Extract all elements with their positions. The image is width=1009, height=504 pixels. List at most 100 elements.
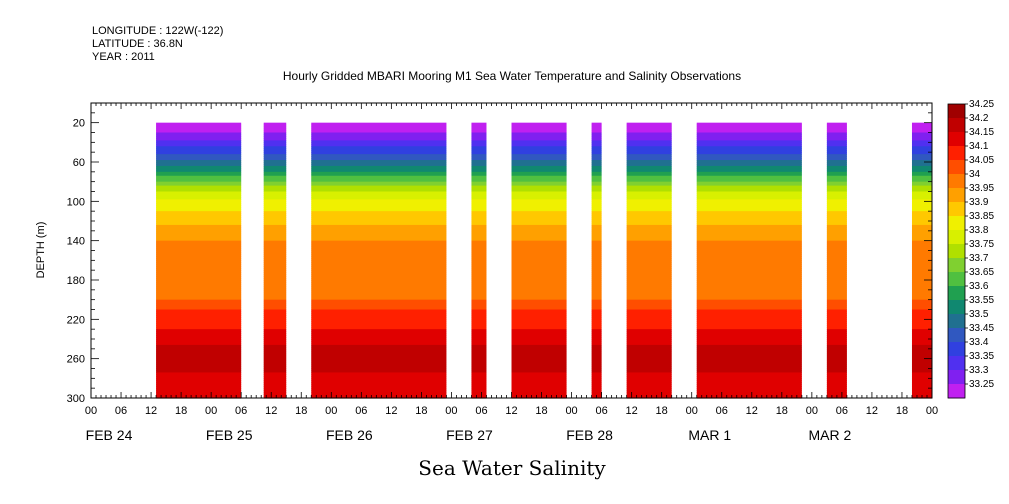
salinity-cell — [696, 374, 802, 377]
salinity-cell — [626, 366, 672, 370]
salinity-cell — [311, 175, 447, 179]
salinity-cell — [311, 392, 447, 395]
salinity-cell — [626, 368, 672, 372]
salinity-cell — [471, 217, 487, 220]
salinity-cell — [626, 160, 672, 163]
salinity-cell — [263, 295, 287, 299]
salinity-cell — [591, 276, 602, 279]
salinity-cell — [156, 311, 242, 315]
salinity-cell — [696, 205, 802, 208]
colorbar-label: 34.1 — [969, 141, 989, 152]
salinity-cell — [591, 199, 602, 202]
salinity-cell — [263, 222, 287, 226]
salinity-cell — [626, 272, 672, 275]
salinity-cell — [911, 152, 932, 155]
salinity-cell — [826, 173, 847, 177]
salinity-cell — [156, 384, 242, 387]
salinity-cell — [511, 364, 567, 368]
salinity-cell — [311, 219, 447, 222]
salinity-cell — [156, 309, 242, 313]
salinity-cell — [471, 167, 487, 171]
salinity-cell — [626, 354, 672, 358]
salinity-cell — [591, 173, 602, 177]
salinity-cell — [826, 252, 847, 256]
salinity-cell — [263, 219, 287, 222]
salinity-cell — [471, 246, 487, 250]
salinity-cell — [826, 309, 847, 313]
salinity-cell — [826, 207, 847, 210]
salinity-cell — [696, 191, 802, 195]
salinity-cell — [311, 256, 447, 259]
salinity-cell — [263, 346, 287, 350]
salinity-cell — [511, 317, 567, 320]
salinity-cell — [263, 388, 287, 391]
salinity-cell — [471, 313, 487, 316]
colorbar-swatch — [948, 356, 965, 371]
salinity-cell — [911, 283, 932, 287]
salinity-cell — [591, 140, 602, 143]
salinity-cell — [911, 213, 932, 216]
salinity-cell — [826, 126, 847, 130]
salinity-cell — [696, 303, 802, 307]
salinity-cell — [156, 325, 242, 328]
salinity-cell — [511, 219, 567, 222]
y-tick-label: 220 — [67, 314, 85, 326]
salinity-cell — [471, 134, 487, 138]
x-tick-label: 00 — [445, 405, 457, 417]
salinity-cell — [826, 264, 847, 267]
salinity-cell — [696, 348, 802, 352]
salinity-cell — [591, 167, 602, 171]
salinity-cell — [471, 329, 487, 332]
salinity-cell — [471, 281, 487, 285]
salinity-cell — [591, 138, 602, 141]
salinity-cell — [626, 248, 672, 252]
salinity-cell — [826, 219, 847, 222]
salinity-cell — [156, 372, 242, 375]
colorbar-label: 33.5 — [969, 309, 989, 320]
salinity-cell — [696, 222, 802, 226]
y-tick-label: 260 — [67, 354, 85, 366]
x-tick-label: 06 — [716, 405, 728, 417]
salinity-cell — [911, 230, 932, 234]
salinity-cell — [591, 130, 602, 134]
salinity-cell — [826, 329, 847, 332]
salinity-cell — [311, 221, 447, 224]
salinity-cell — [911, 199, 932, 202]
salinity-cell — [696, 158, 802, 161]
salinity-cell — [471, 187, 487, 191]
salinity-cell — [911, 183, 932, 187]
salinity-cell — [826, 362, 847, 366]
salinity-cell — [156, 335, 242, 338]
salinity-cell — [511, 205, 567, 208]
x-tick-label: 06 — [235, 405, 247, 417]
salinity-cell — [626, 163, 672, 167]
salinity-cell — [626, 291, 672, 295]
salinity-cell — [156, 274, 242, 277]
header-block: LONGITUDE : 122W(-122) LATITUDE : 36.8N … — [92, 25, 741, 83]
salinity-cell — [626, 295, 672, 299]
salinity-cell — [591, 339, 602, 342]
salinity-cell — [826, 244, 847, 248]
salinity-cell — [826, 124, 847, 128]
data-segment — [911, 122, 932, 399]
salinity-cell — [591, 337, 602, 340]
salinity-cell — [471, 201, 487, 204]
salinity-cell — [826, 356, 847, 360]
salinity-cell — [591, 372, 602, 375]
colorbar-label: 33.95 — [969, 183, 994, 194]
salinity-cell — [911, 211, 932, 214]
y-tick-label: 300 — [67, 393, 85, 405]
salinity-cell — [156, 126, 242, 130]
salinity-cell — [826, 246, 847, 250]
salinity-cell — [911, 340, 932, 344]
salinity-cell — [591, 262, 602, 265]
salinity-cell — [626, 185, 672, 189]
salinity-cell — [911, 344, 932, 348]
salinity-cell — [626, 219, 672, 222]
salinity-cell — [911, 362, 932, 366]
salinity-cell — [263, 240, 287, 244]
salinity-cell — [696, 256, 802, 259]
salinity-cell — [626, 207, 672, 210]
salinity-cell — [311, 276, 447, 279]
salinity-cell — [696, 262, 802, 265]
